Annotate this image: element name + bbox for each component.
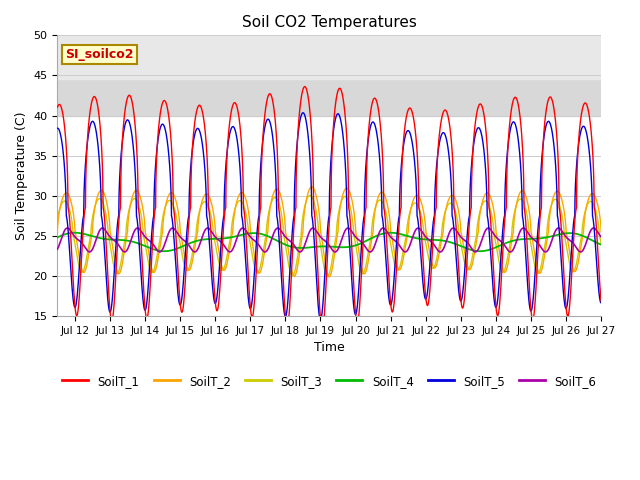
SoilT_1 (597, 298, 605, 304)
SoilT_1 (261, 109, 269, 115)
SoilT_6 (261, 249, 269, 255)
Bar (58, 80, 601, 116)
SoilT_4 (261, 232, 269, 238)
SoilT_2 (152, 265, 160, 271)
SoilT_4 (476, 248, 484, 254)
SoilT_3 (152, 258, 160, 264)
SoilT_5 (299, 110, 307, 116)
SoilT_2 (460, 241, 467, 247)
SoilT_5 (317, 317, 324, 323)
Line: SoilT_5: SoilT_5 (58, 113, 601, 320)
SoilT_4 (597, 242, 605, 248)
SoilT_6 (152, 246, 160, 252)
Bar (58, 36, 601, 80)
Line: SoilT_1: SoilT_1 (58, 86, 601, 330)
SoilT_2 (408, 204, 415, 210)
SoilT_3 (460, 254, 467, 260)
SoilT_2 (54, 229, 61, 235)
SoilT_1 (460, 304, 467, 310)
SoilT_2 (325, 274, 333, 280)
X-axis label: Time: Time (314, 341, 344, 355)
SoilT_3 (500, 267, 508, 273)
Line: SoilT_6: SoilT_6 (58, 228, 601, 252)
SoilT_1 (500, 218, 508, 224)
SoilT_6 (460, 236, 467, 242)
SoilT_4 (54, 235, 61, 240)
SoilT_4 (152, 247, 160, 253)
SoilT_6 (54, 246, 61, 252)
SoilT_4 (407, 234, 415, 240)
Line: SoilT_2: SoilT_2 (58, 187, 601, 277)
SoilT_4 (71, 230, 79, 236)
SoilT_6 (597, 234, 605, 240)
SoilT_2 (261, 245, 269, 251)
Line: SoilT_3: SoilT_3 (58, 195, 601, 276)
SoilT_2 (597, 229, 605, 235)
SoilT_3 (54, 216, 61, 222)
SoilT_6 (500, 242, 508, 248)
Legend: SoilT_1, SoilT_2, SoilT_3, SoilT_4, SoilT_5, SoilT_6: SoilT_1, SoilT_2, SoilT_3, SoilT_4, Soil… (58, 370, 601, 392)
SoilT_1 (54, 104, 61, 110)
SoilT_5 (597, 300, 605, 306)
SoilT_6 (407, 239, 415, 245)
SoilT_3 (261, 237, 269, 243)
SoilT_5 (54, 125, 61, 131)
SoilT_3 (408, 205, 415, 211)
Line: SoilT_4: SoilT_4 (58, 233, 601, 251)
Title: Soil CO2 Temperatures: Soil CO2 Temperatures (242, 15, 417, 30)
SoilT_5 (500, 213, 508, 219)
SoilT_4 (460, 244, 467, 250)
SoilT_2 (500, 269, 508, 275)
Y-axis label: Soil Temperature (C): Soil Temperature (C) (15, 111, 28, 240)
SoilT_6 (577, 249, 584, 255)
SoilT_6 (589, 225, 597, 231)
SoilT_1 (301, 84, 308, 89)
SoilT_1 (152, 167, 160, 173)
SoilT_2 (380, 191, 388, 196)
SoilT_6 (380, 225, 387, 231)
SoilT_3 (324, 274, 332, 279)
SoilT_1 (319, 327, 326, 333)
SoilT_5 (460, 285, 467, 290)
SoilT_1 (408, 107, 415, 112)
SoilT_5 (408, 134, 415, 140)
SoilT_5 (261, 123, 269, 129)
SoilT_3 (306, 192, 314, 198)
SoilT_1 (380, 205, 388, 211)
SoilT_5 (152, 155, 160, 160)
SoilT_5 (380, 226, 388, 232)
Text: SI_soilco2: SI_soilco2 (65, 48, 134, 61)
SoilT_3 (597, 240, 605, 246)
SoilT_4 (500, 240, 508, 246)
SoilT_4 (380, 230, 387, 236)
SoilT_3 (380, 202, 388, 208)
SoilT_2 (308, 184, 316, 190)
